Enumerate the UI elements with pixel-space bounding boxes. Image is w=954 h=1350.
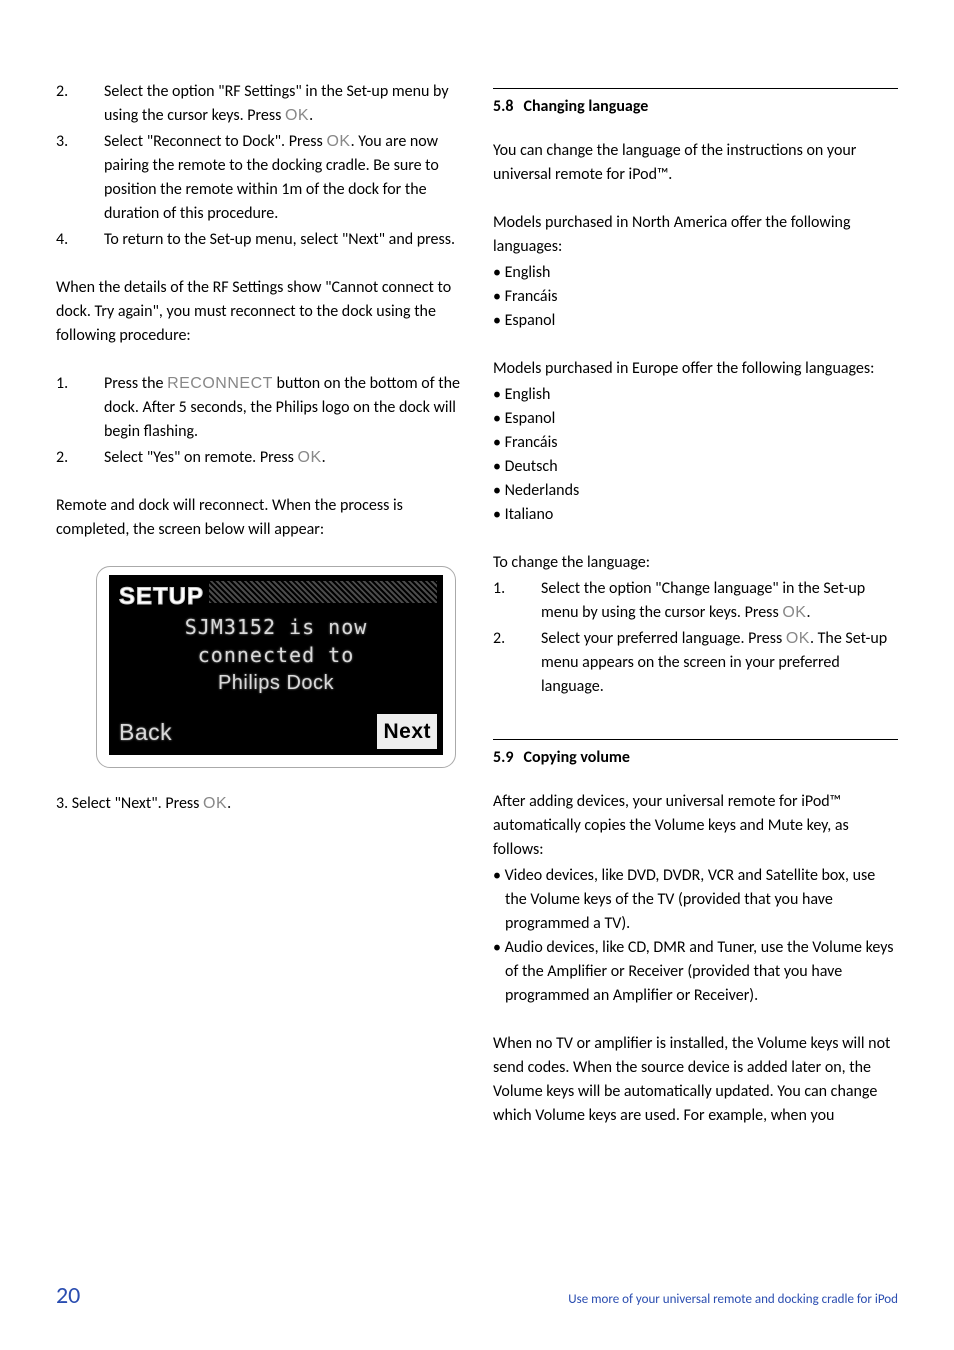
step-body: Select the option "RF Settings" in the S… (104, 80, 461, 128)
right-column: 5.8 Changing language You can change the… (493, 80, 898, 1128)
list-item: Video devices, like DVD, DVDR, VCR and S… (493, 864, 898, 936)
lcd-screenshot: SETUP SJM3152 is now connected to Philip… (96, 566, 456, 768)
p-59-intro: After adding devices, your universal rem… (493, 790, 898, 862)
page-footer: 20 Use more of your universal remote and… (56, 1278, 898, 1314)
step-body: To return to the Set-up menu, select "Ne… (104, 228, 461, 252)
left-column: 2. Select the option "RF Settings" in th… (56, 80, 461, 1128)
section-5-9: 5.9 Copying volume (493, 739, 898, 770)
p-58-intro: You can change the language of the instr… (493, 139, 898, 187)
list-item: 4. To return to the Set-up menu, select … (56, 228, 461, 252)
lcd-screen: SETUP SJM3152 is now connected to Philip… (109, 575, 443, 755)
lcd-title-bar (209, 581, 437, 603)
list-item: 1. Press the RECONNECT button on the bot… (56, 372, 461, 444)
list-item: Francáis (493, 431, 898, 455)
step-num: 4. (56, 228, 104, 252)
list-item: Espanol (493, 309, 898, 333)
left-steps-b: 1. Press the RECONNECT button on the bot… (56, 372, 461, 470)
lcd-line-1: SJM3152 is now (109, 613, 443, 641)
lcd-line-2: connected to (109, 641, 443, 669)
list-item: 2. Select your preferred language. Press… (493, 627, 898, 699)
list-item: English (493, 261, 898, 285)
section-num: 5.8 (493, 95, 514, 119)
step-body: Select "Reconnect to Dock". Press OK. Yo… (104, 130, 461, 226)
list-item: Francáis (493, 285, 898, 309)
page-number: 20 (56, 1278, 80, 1314)
section-5-8: 5.8 Changing language (493, 88, 898, 119)
left-para-2: Remote and dock will reconnect. When the… (56, 494, 461, 542)
section-title: Changing language (524, 95, 649, 119)
lcd-title: SETUP (119, 579, 204, 615)
step-num: 2. (56, 446, 104, 470)
list-item: Espanol (493, 407, 898, 431)
langs-eu: English Espanol Francáis Deutsch Nederla… (493, 383, 898, 527)
section-title: Copying volume (524, 746, 630, 770)
step-num: 2. (493, 627, 541, 699)
step-body: Press the RECONNECT button on the bottom… (104, 372, 461, 444)
p-59-final: When no TV or amplifier is installed, th… (493, 1032, 898, 1128)
step-num: 2. (56, 80, 104, 128)
section-num: 5.9 (493, 746, 514, 770)
p-58-change: To change the language: (493, 551, 898, 575)
list-item: 3. Select "Reconnect to Dock". Press OK.… (56, 130, 461, 226)
step-body: Select "Yes" on remote. Press OK. (104, 446, 461, 470)
steps-change: 1. Select the option "Change language" i… (493, 577, 898, 699)
lcd-back-label: Back (119, 715, 172, 750)
step-body: Select your preferred language. Press OK… (541, 627, 898, 699)
lcd-body: SJM3152 is now connected to Philips Dock (109, 613, 443, 697)
list-item: 2. Select the option "RF Settings" in th… (56, 80, 461, 128)
vol-rules: Video devices, like DVD, DVDR, VCR and S… (493, 864, 898, 1008)
footer-text: Use more of your universal remote and do… (568, 1290, 898, 1310)
lcd-line-3: Philips Dock (109, 669, 443, 697)
langs-na: English Francáis Espanol (493, 261, 898, 333)
left-para-1: When the details of the RF Settings show… (56, 276, 461, 348)
list-item: English (493, 383, 898, 407)
list-item: Italiano (493, 503, 898, 527)
left-after-lcd: 3. Select "Next". Press OK. (56, 792, 461, 816)
step-num: 1. (56, 372, 104, 444)
list-item: Nederlands (493, 479, 898, 503)
list-item: 2. Select "Yes" on remote. Press OK. (56, 446, 461, 470)
step-num: 3. (56, 130, 104, 226)
step-num: 1. (493, 577, 541, 625)
list-item: Deutsch (493, 455, 898, 479)
p-58-na: Models purchased in North America offer … (493, 211, 898, 259)
p-58-eu: Models purchased in Europe offer the fol… (493, 357, 898, 381)
list-item: Audio devices, like CD, DMR and Tuner, u… (493, 936, 898, 1008)
step-body: Select the option "Change language" in t… (541, 577, 898, 625)
lcd-next-label: Next (377, 714, 437, 750)
list-item: 1. Select the option "Change language" i… (493, 577, 898, 625)
left-steps-a: 2. Select the option "RF Settings" in th… (56, 80, 461, 252)
